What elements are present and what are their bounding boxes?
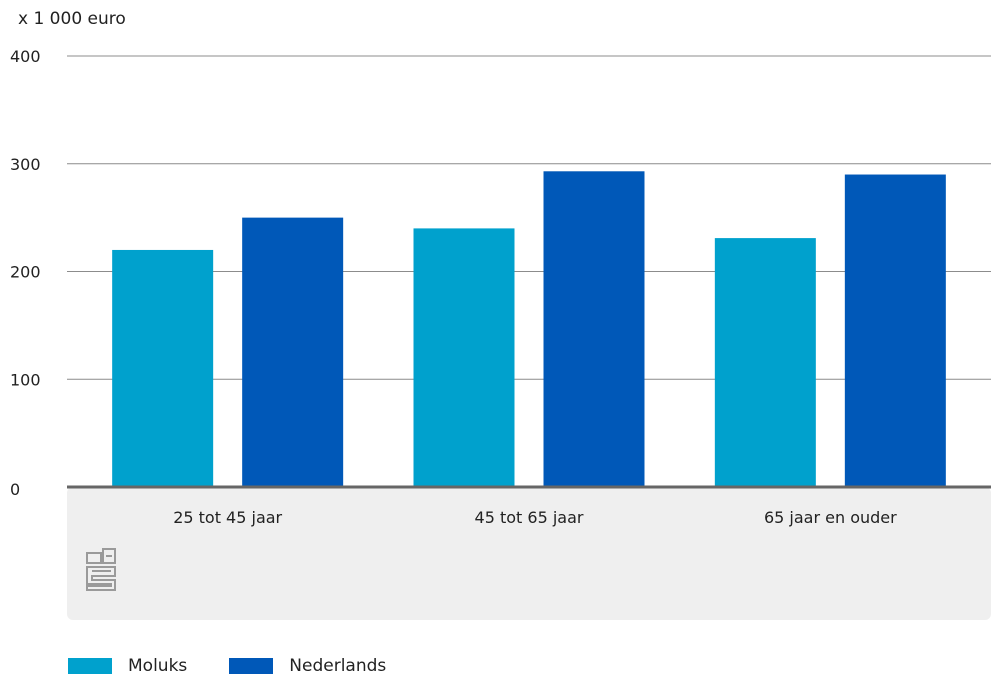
- legend-label-moluks: Moluks: [128, 656, 188, 676]
- bar-nederlands-2: [543, 171, 645, 488]
- x-tick-label: 25 tot 45 jaar: [173, 508, 282, 527]
- y-tick-label: 300: [10, 155, 41, 174]
- y-tick-label: 0: [10, 480, 20, 499]
- unit-label: x 1 000 euro: [18, 9, 126, 29]
- legend: Moluks Nederlands: [68, 656, 428, 676]
- bar-moluks-3: [714, 238, 816, 487]
- bar-nederlands-3: [844, 174, 946, 487]
- bars: [112, 171, 946, 488]
- bar-moluks-1: [112, 249, 214, 487]
- legend-swatch-nederlands: [229, 658, 274, 674]
- x-tick-label: 45 tot 65 jaar: [475, 508, 584, 527]
- gridlines: [67, 55, 991, 380]
- category-panel: [67, 487, 991, 620]
- legend-item-moluks: Moluks: [68, 656, 187, 676]
- y-axis-ticks: 0 100 200 300 400: [10, 47, 41, 499]
- legend-label-nederlands: Nederlands: [289, 656, 387, 676]
- legend-item-nederlands: Nederlands: [229, 656, 386, 676]
- bar-nederlands-1: [242, 217, 344, 487]
- x-axis-labels: 25 tot 45 jaar 45 tot 65 jaar 65 jaar en o…: [173, 508, 897, 527]
- cbs-logo-icon: [86, 548, 116, 591]
- legend-swatch-moluks: [68, 658, 112, 674]
- x-tick-label: 65 jaar en ouder: [764, 508, 897, 527]
- bar-moluks-2: [413, 228, 515, 487]
- y-tick-label: 400: [10, 47, 41, 66]
- y-tick-label: 100: [10, 370, 41, 389]
- y-tick-label: 200: [10, 263, 41, 282]
